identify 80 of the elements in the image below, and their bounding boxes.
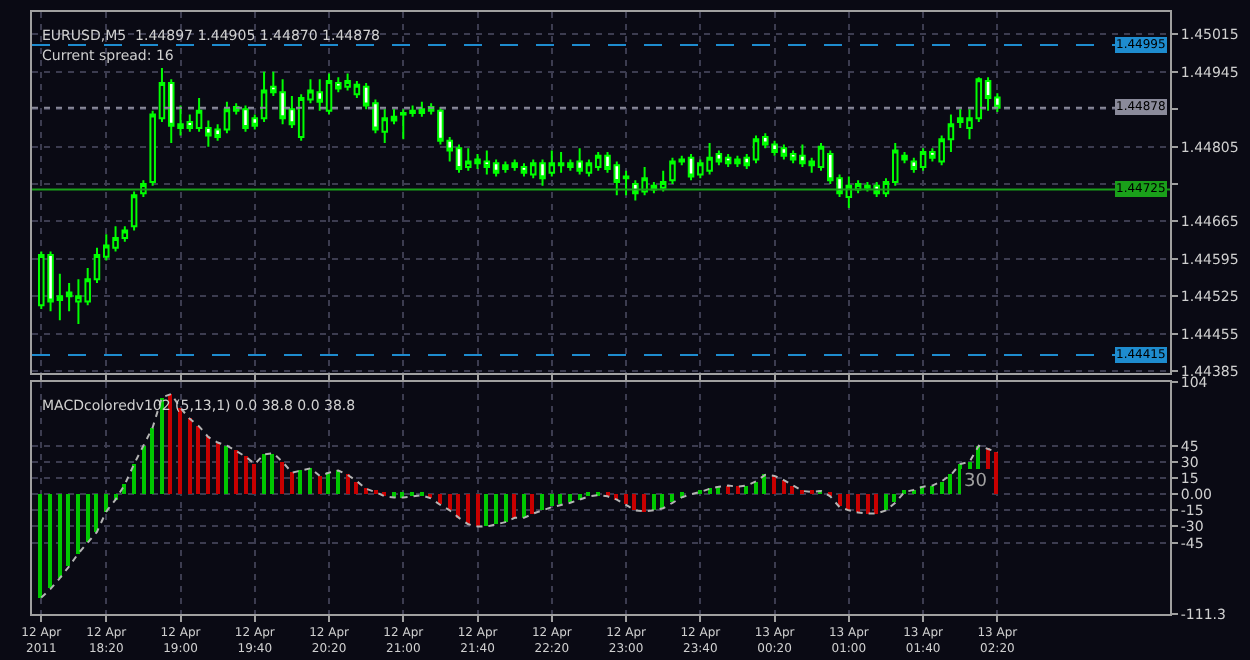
bar [736, 486, 740, 495]
bar [104, 494, 108, 513]
bar [234, 450, 238, 495]
bar [512, 494, 516, 519]
bar [744, 486, 748, 495]
bar [270, 454, 274, 495]
bar [48, 494, 52, 589]
bar [642, 494, 646, 513]
bar [456, 494, 460, 519]
bar [892, 494, 896, 503]
bar [76, 494, 80, 555]
bar [58, 494, 62, 579]
bar [168, 394, 172, 495]
bar [994, 452, 998, 495]
bar [530, 494, 534, 515]
bar [568, 494, 572, 503]
line-series [40, 393, 999, 599]
bar [142, 446, 146, 495]
bar [708, 488, 712, 495]
bar [632, 494, 636, 511]
bar [448, 494, 452, 511]
bar [772, 476, 776, 495]
bar [726, 486, 730, 495]
bar [652, 494, 656, 511]
bar [196, 426, 200, 495]
bar [252, 464, 256, 495]
bar [790, 486, 794, 495]
bar [522, 494, 526, 519]
bar [874, 494, 878, 515]
candlestick [622, 169, 630, 197]
bar [290, 472, 294, 495]
annotation: 30 [964, 472, 988, 492]
candlestick [910, 156, 918, 174]
bar [86, 494, 90, 543]
candlestick [659, 169, 667, 193]
bar [66, 494, 70, 567]
bar [466, 494, 470, 525]
bar [216, 442, 220, 495]
bar [38, 494, 42, 599]
bar [948, 474, 952, 495]
bar [354, 482, 358, 495]
bar [484, 494, 488, 527]
candlestick [130, 190, 138, 232]
bar [754, 482, 758, 495]
bar [558, 494, 562, 505]
bar [346, 474, 350, 495]
bar [132, 464, 136, 495]
bar [494, 494, 498, 525]
bar [838, 494, 842, 507]
bar [476, 494, 480, 527]
bar [930, 486, 934, 495]
bar [884, 494, 888, 511]
bar [504, 494, 508, 523]
bar [150, 428, 154, 495]
bar [670, 494, 674, 503]
bar [438, 494, 442, 505]
bar [178, 408, 182, 495]
bar [624, 494, 628, 505]
bar [940, 482, 944, 495]
bar [244, 456, 248, 495]
bar [336, 470, 340, 495]
bar [540, 494, 544, 511]
bar [846, 494, 850, 511]
bar [206, 436, 210, 495]
bar [262, 454, 266, 495]
bar [660, 494, 664, 509]
bar [94, 494, 98, 533]
bar [308, 468, 312, 495]
bar [550, 494, 554, 507]
bar [364, 488, 368, 495]
bar [280, 462, 284, 495]
bar [866, 494, 870, 515]
bar [782, 480, 786, 495]
bar [856, 494, 860, 513]
bar [224, 446, 228, 495]
bar [318, 476, 322, 495]
bar [160, 398, 164, 495]
bar [122, 484, 126, 495]
bar [188, 418, 192, 495]
bar [298, 470, 302, 495]
